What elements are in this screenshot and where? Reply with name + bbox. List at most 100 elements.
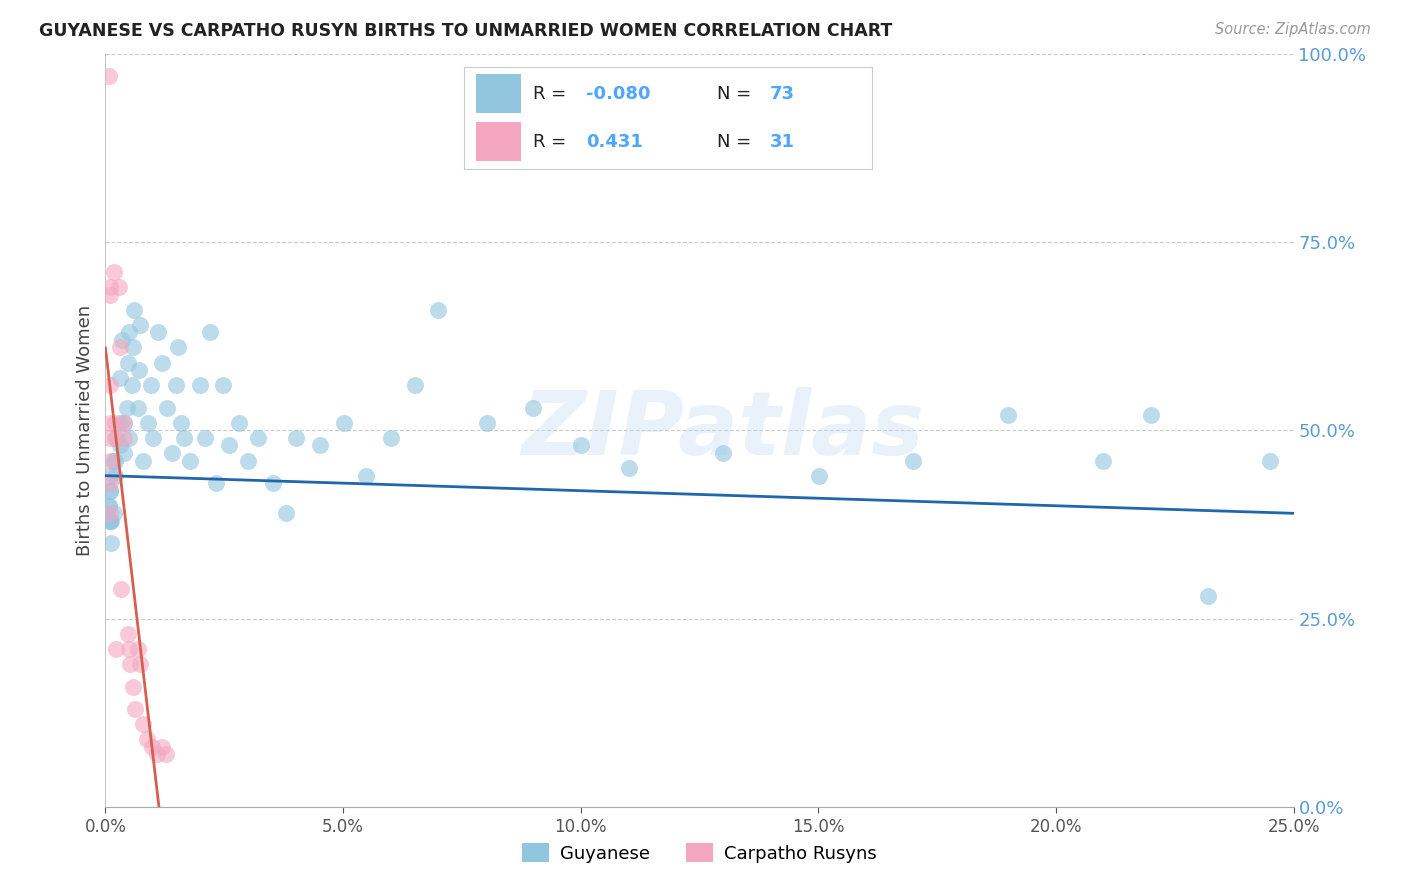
Point bbox=[170, 416, 193, 430]
Point bbox=[903, 453, 925, 467]
Point bbox=[128, 318, 150, 332]
Point bbox=[160, 446, 183, 460]
Point bbox=[98, 468, 121, 483]
Point bbox=[262, 476, 284, 491]
Point bbox=[104, 642, 127, 657]
Point bbox=[103, 265, 125, 279]
Point bbox=[124, 702, 146, 716]
Bar bbox=[477, 122, 522, 161]
Point bbox=[98, 69, 121, 83]
Point bbox=[122, 680, 145, 694]
Point bbox=[118, 431, 141, 445]
Point bbox=[165, 378, 187, 392]
Point bbox=[112, 416, 135, 430]
Text: 31: 31 bbox=[770, 133, 794, 151]
Point bbox=[114, 416, 136, 430]
Text: GUYANESE VS CARPATHO RUSYN BIRTHS TO UNMARRIED WOMEN CORRELATION CHART: GUYANESE VS CARPATHO RUSYN BIRTHS TO UNM… bbox=[39, 22, 893, 40]
Legend: Guyanese, Carpatho Rusyns: Guyanese, Carpatho Rusyns bbox=[515, 836, 884, 870]
Point bbox=[100, 536, 122, 550]
Text: 0.431: 0.431 bbox=[586, 133, 643, 151]
Point bbox=[997, 409, 1019, 423]
Y-axis label: Births to Unmarried Women: Births to Unmarried Women bbox=[76, 305, 94, 556]
Point bbox=[380, 431, 402, 445]
Point bbox=[98, 514, 121, 528]
Point bbox=[110, 582, 132, 596]
Point bbox=[204, 476, 226, 491]
Point bbox=[98, 499, 121, 513]
Point bbox=[108, 370, 131, 384]
Point bbox=[118, 326, 141, 340]
Point bbox=[808, 468, 831, 483]
Point bbox=[121, 378, 143, 392]
Point bbox=[100, 514, 122, 528]
Point bbox=[274, 506, 297, 520]
Point bbox=[98, 483, 121, 498]
Point bbox=[136, 732, 159, 747]
Point bbox=[1258, 453, 1281, 467]
Point bbox=[139, 378, 162, 392]
Point bbox=[198, 326, 221, 340]
Point bbox=[115, 401, 138, 415]
Text: N =: N = bbox=[717, 85, 751, 103]
Point bbox=[146, 326, 169, 340]
Text: R =: R = bbox=[533, 85, 567, 103]
Point bbox=[122, 341, 145, 355]
Point bbox=[118, 642, 141, 657]
Point bbox=[132, 453, 155, 467]
Point bbox=[141, 739, 163, 754]
Point bbox=[228, 416, 250, 430]
Point bbox=[98, 483, 121, 498]
Point bbox=[146, 747, 169, 762]
Text: R =: R = bbox=[533, 133, 567, 151]
Text: 73: 73 bbox=[770, 85, 794, 103]
Text: Source: ZipAtlas.com: Source: ZipAtlas.com bbox=[1215, 22, 1371, 37]
Point bbox=[218, 438, 240, 452]
Point bbox=[103, 506, 125, 520]
Point bbox=[173, 431, 195, 445]
Point bbox=[98, 287, 121, 301]
Point bbox=[98, 416, 121, 430]
Point bbox=[155, 747, 177, 762]
Point bbox=[98, 431, 121, 445]
Point bbox=[98, 378, 121, 392]
Point bbox=[150, 739, 173, 754]
Point bbox=[142, 431, 165, 445]
Point bbox=[1140, 409, 1163, 423]
Point bbox=[120, 657, 142, 671]
Point bbox=[179, 453, 201, 467]
Point bbox=[108, 416, 131, 430]
Point bbox=[117, 355, 139, 369]
Point bbox=[284, 431, 307, 445]
Point bbox=[117, 627, 139, 641]
Point bbox=[98, 453, 121, 467]
Point bbox=[98, 499, 121, 513]
Text: -0.080: -0.080 bbox=[586, 85, 651, 103]
Point bbox=[236, 453, 259, 467]
Point bbox=[127, 401, 149, 415]
Point bbox=[131, 717, 153, 731]
Point bbox=[104, 453, 127, 467]
Point bbox=[136, 416, 159, 430]
Point bbox=[711, 446, 734, 460]
Point bbox=[166, 341, 188, 355]
Point bbox=[127, 642, 149, 657]
Point bbox=[104, 431, 127, 445]
Point bbox=[212, 378, 235, 392]
Point bbox=[333, 416, 356, 430]
Point bbox=[101, 453, 124, 467]
Point bbox=[190, 378, 212, 392]
Point bbox=[104, 468, 127, 483]
Point bbox=[104, 431, 127, 445]
Point bbox=[246, 431, 269, 445]
Point bbox=[114, 431, 136, 445]
Bar bbox=[477, 74, 522, 113]
Point bbox=[404, 378, 426, 392]
Point bbox=[108, 438, 131, 452]
Point bbox=[104, 416, 127, 430]
Point bbox=[98, 514, 121, 528]
Point bbox=[156, 401, 179, 415]
Point bbox=[107, 280, 129, 294]
Point bbox=[111, 333, 134, 347]
Point bbox=[128, 657, 150, 671]
Text: N =: N = bbox=[717, 133, 751, 151]
